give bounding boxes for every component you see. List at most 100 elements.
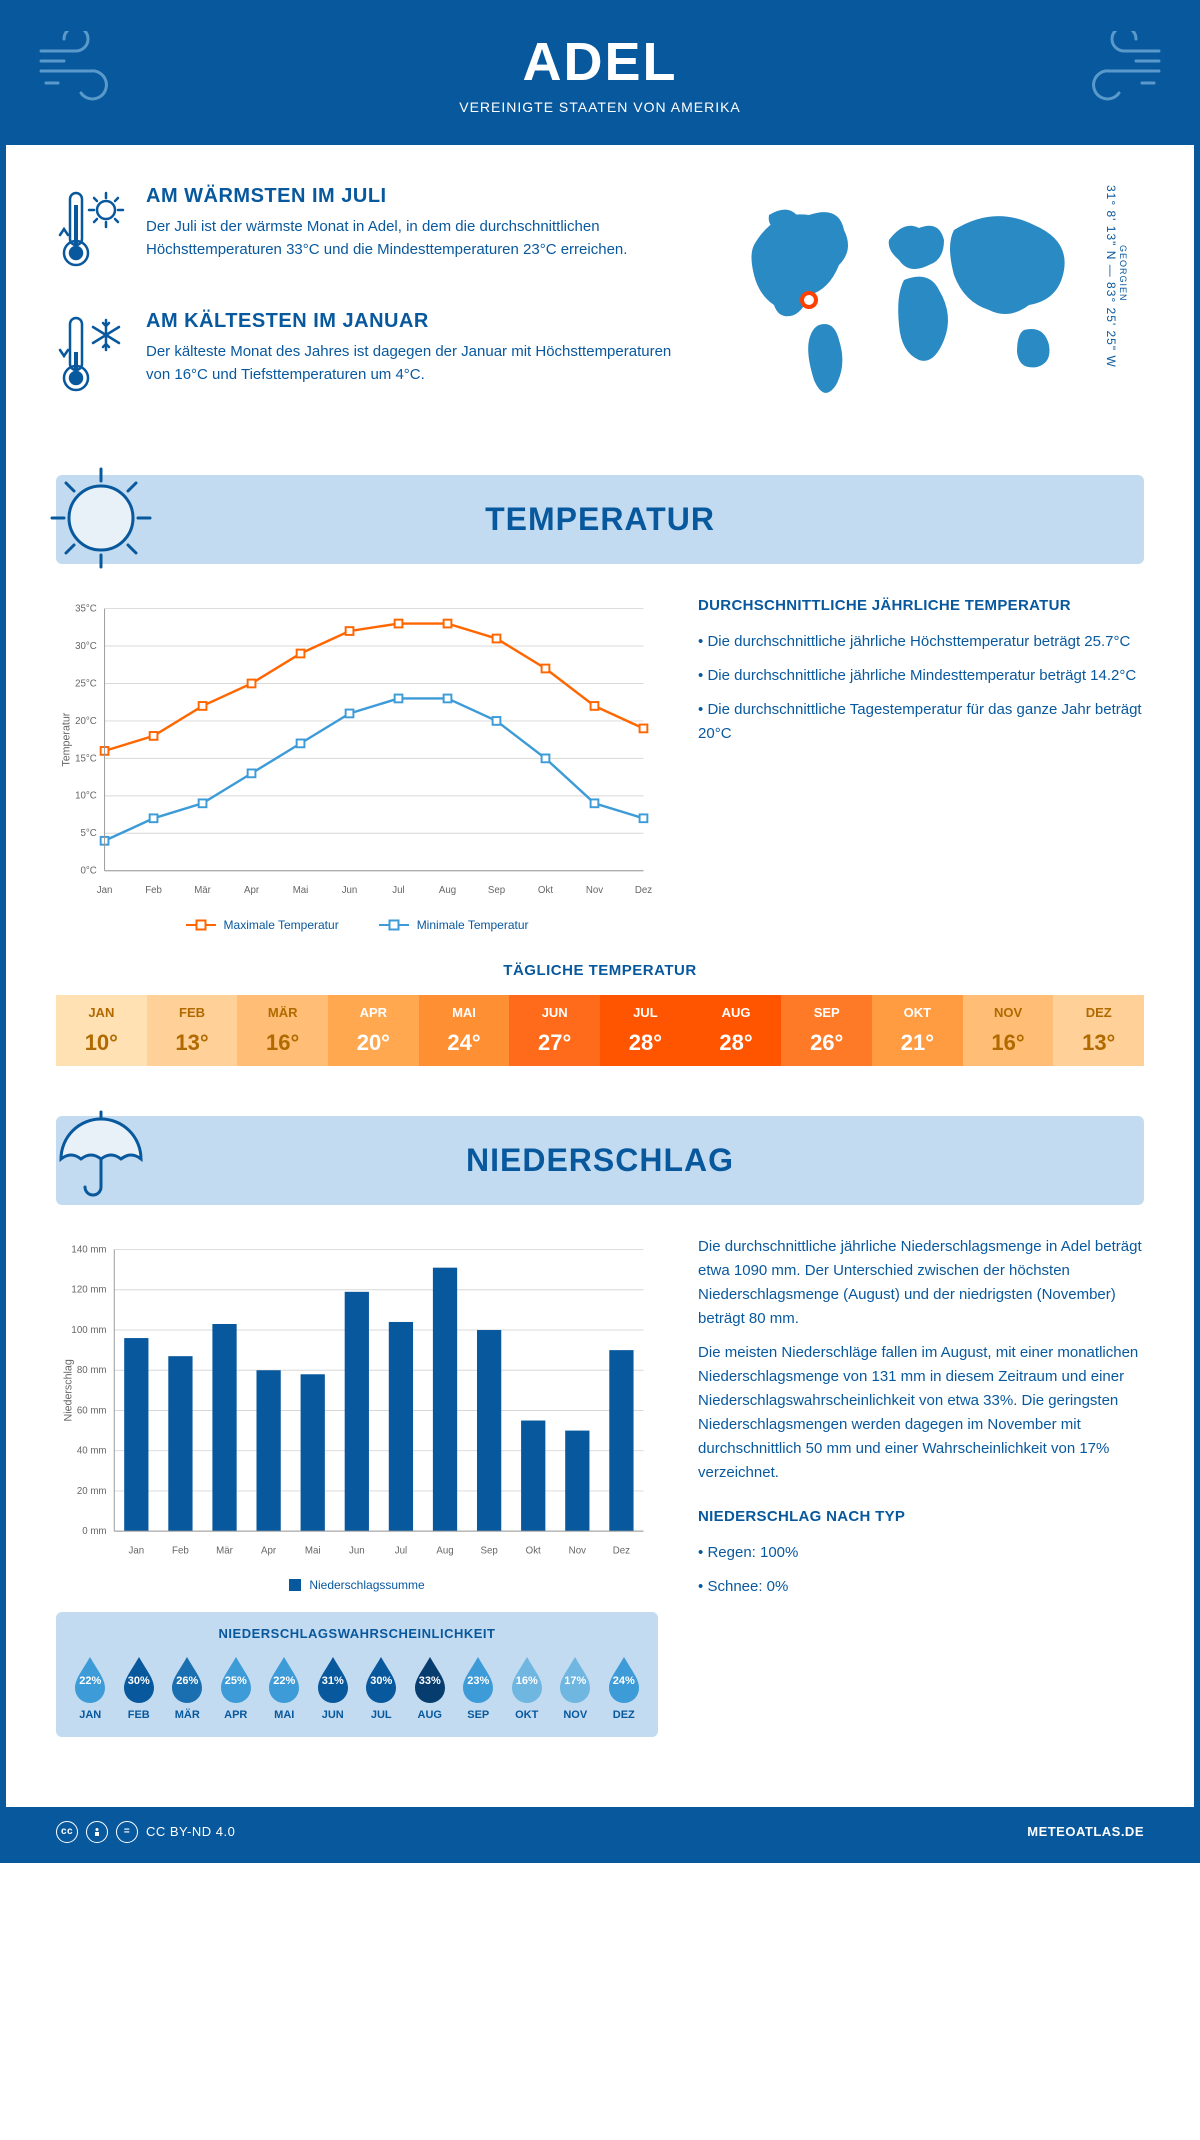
probability-month: APR	[212, 1709, 261, 1721]
daily-temp-value: 16°	[967, 1030, 1050, 1056]
svg-text:80 mm: 80 mm	[77, 1365, 107, 1376]
warmest-text: AM WÄRMSTEN IM JULI Der Juli ist der wär…	[146, 185, 684, 280]
raindrop-icon: 25%	[217, 1655, 255, 1703]
page-subtitle: VEREINIGTE STAATEN VON AMERIKA	[26, 99, 1174, 115]
intro-right: GEORGIEN 31° 8' 13" N — 83° 25' 25" W	[724, 185, 1144, 435]
legend-min: .legend-item:nth-child(2) .legend-line::…	[379, 918, 529, 932]
svg-text:Dez: Dez	[635, 885, 652, 896]
raindrop-icon: 22%	[265, 1655, 303, 1703]
footer: cc = CC BY-ND 4.0 METEOATLAS.DE	[6, 1807, 1194, 1857]
svg-text:Apr: Apr	[244, 885, 260, 896]
probability-item: 22%JAN	[66, 1655, 115, 1721]
daily-temp-month: FEB	[151, 1005, 234, 1020]
probability-value: 22%	[273, 1675, 295, 1687]
warmest-body: Der Juli ist der wärmste Monat in Adel, …	[146, 216, 684, 261]
precip-bar-chart: 0 mm20 mm40 mm60 mm80 mm100 mm120 mm140 …	[56, 1235, 658, 1565]
probability-item: 22%MAI	[260, 1655, 309, 1721]
daily-temp-value: 10°	[60, 1030, 143, 1056]
daily-temp-value: 28°	[604, 1030, 687, 1056]
probability-value: 24%	[613, 1675, 635, 1687]
svg-text:Mai: Mai	[293, 885, 309, 896]
content: AM WÄRMSTEN IM JULI Der Juli ist der wär…	[6, 145, 1194, 1807]
page-title: ADEL	[26, 31, 1174, 93]
svg-text:Dez: Dez	[613, 1545, 630, 1556]
warmest-block: AM WÄRMSTEN IM JULI Der Juli ist der wär…	[56, 185, 684, 280]
license-block: cc = CC BY-ND 4.0	[56, 1821, 235, 1843]
cc-by-icon	[86, 1821, 108, 1843]
probability-value: 31%	[322, 1675, 344, 1687]
raindrop-icon: 31%	[314, 1655, 352, 1703]
probability-item: 17% NOV	[551, 1655, 600, 1721]
daily-temp-cell: APR20°	[328, 995, 419, 1066]
svg-text:10°C: 10°C	[75, 791, 97, 802]
svg-text:Mär: Mär	[194, 885, 211, 896]
daily-temp-value: 24°	[423, 1030, 506, 1056]
region-label: GEORGIEN	[1118, 185, 1128, 362]
probability-item: 16%OKT	[503, 1655, 552, 1721]
svg-text:140 mm: 140 mm	[71, 1244, 106, 1255]
precip-text-2: Die meisten Niederschläge fallen im Augu…	[698, 1341, 1144, 1485]
svg-text:Jun: Jun	[349, 1545, 365, 1556]
cc-icon: cc	[56, 1821, 78, 1843]
daily-temp-cell: DEZ13°	[1053, 995, 1144, 1066]
daily-temp-value: 28°	[695, 1030, 778, 1056]
probability-month: JUN	[309, 1709, 358, 1721]
probability-month: JUL	[357, 1709, 406, 1721]
temperature-sidebar: DURCHSCHNITTLICHE JÄHRLICHE TEMPERATUR •…	[698, 594, 1144, 932]
svg-text:Sep: Sep	[480, 1545, 497, 1556]
license-text: CC BY-ND 4.0	[146, 1824, 235, 1839]
svg-text:Mär: Mär	[216, 1545, 233, 1556]
svg-text:Jun: Jun	[342, 885, 358, 896]
svg-text:Nov: Nov	[569, 1545, 586, 1556]
temp-bullet: • Die durchschnittliche jährliche Mindes…	[698, 664, 1144, 688]
intro-left: AM WÄRMSTEN IM JULI Der Juli ist der wär…	[56, 185, 684, 435]
probability-value: 33%	[419, 1675, 441, 1687]
daily-temp-month: JAN	[60, 1005, 143, 1020]
coordinates: GEORGIEN 31° 8' 13" N — 83° 25' 25" W	[1104, 185, 1128, 368]
probability-item: 23%SEP	[454, 1655, 503, 1721]
daily-temp-cell: SEP26°	[781, 995, 872, 1066]
sun-icon	[46, 463, 156, 581]
probability-value: 17%	[564, 1675, 586, 1687]
daily-temp-cell: FEB13°	[147, 995, 238, 1066]
svg-text:35°C: 35°C	[75, 603, 97, 614]
daily-temp-cell: MAI 24°	[419, 995, 510, 1066]
daily-temp-month: NOV	[967, 1005, 1050, 1020]
thermometer-sun-icon	[56, 185, 126, 280]
svg-text:Niederschlag: Niederschlag	[63, 1359, 75, 1421]
probability-title: NIEDERSCHLAGSWAHRSCHEINLICHKEIT	[66, 1626, 648, 1641]
temperature-heading: TEMPERATUR	[56, 475, 1144, 564]
location-marker	[800, 291, 818, 309]
precip-heading-text: NIEDERSCHLAG	[466, 1142, 734, 1178]
raindrop-icon: 33%	[411, 1655, 449, 1703]
daily-temp-month: MAI	[423, 1005, 506, 1020]
svg-text:40 mm: 40 mm	[77, 1445, 107, 1456]
svg-text:Jan: Jan	[128, 1545, 144, 1556]
daily-temp-month: OKT	[876, 1005, 959, 1020]
probability-month: MÄR	[163, 1709, 212, 1721]
svg-text:25°C: 25°C	[75, 678, 97, 689]
world-map	[724, 185, 1104, 405]
daily-temp-month: SEP	[785, 1005, 868, 1020]
precip-sidebar: Die durchschnittliche jährliche Niedersc…	[698, 1235, 1144, 1737]
legend-precip-label: Niederschlagssumme	[309, 1578, 424, 1592]
temp-bullet: • Die durchschnittliche Tagestemperatur …	[698, 698, 1144, 746]
svg-text:Apr: Apr	[261, 1545, 277, 1556]
warmest-title: AM WÄRMSTEN IM JULI	[146, 185, 684, 208]
probability-month: OKT	[503, 1709, 552, 1721]
daily-temp-value: 16°	[241, 1030, 324, 1056]
svg-text:Jul: Jul	[392, 885, 404, 896]
coldest-block: AM KÄLTESTEN IM JANUAR Der kälteste Mona…	[56, 310, 684, 405]
probability-item: 26%MÄR	[163, 1655, 212, 1721]
page: ADEL VEREINIGTE STAATEN VON AMERIKA AM W…	[0, 0, 1200, 1863]
daily-temp-cell: JUL28°	[600, 995, 691, 1066]
temperature-line-chart: 0°C5°C10°C15°C20°C25°C30°C35°CJanFebMärA…	[56, 594, 658, 905]
coldest-title: AM KÄLTESTEN IM JANUAR	[146, 310, 684, 333]
site-name: METEOATLAS.DE	[1027, 1824, 1144, 1839]
temperature-chart: 0°C5°C10°C15°C20°C25°C30°C35°CJanFebMärA…	[56, 594, 658, 932]
svg-text:Jul: Jul	[395, 1545, 407, 1556]
probability-month: NOV	[551, 1709, 600, 1721]
probability-month: JAN	[66, 1709, 115, 1721]
daily-temp-value: 20°	[332, 1030, 415, 1056]
svg-text:Feb: Feb	[172, 1545, 189, 1556]
